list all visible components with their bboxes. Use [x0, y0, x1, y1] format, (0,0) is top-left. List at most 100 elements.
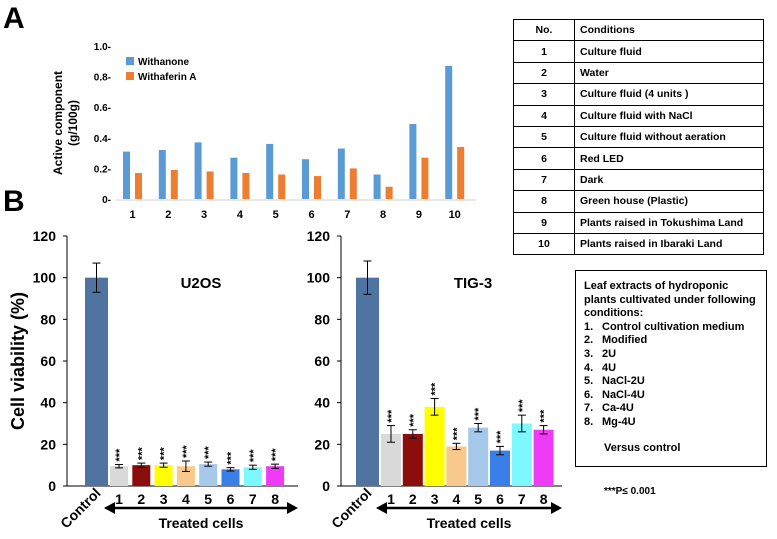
- legend-item-label: 2U: [602, 347, 617, 360]
- y-tick-label: 120: [33, 228, 57, 244]
- y-tick-label: 60: [314, 353, 330, 369]
- bar-withaferin-a-3: [206, 171, 214, 199]
- bar-treatment-3: [424, 406, 445, 486]
- y-axis-title-line: Active component: [51, 71, 65, 175]
- legend-item-number: 1.: [584, 320, 594, 333]
- condition-label: Dark: [574, 168, 764, 192]
- y-tick-label: 0.6-: [94, 103, 111, 114]
- legend-item-label: 4U: [602, 361, 617, 374]
- legend-item-number: 7.: [584, 402, 594, 415]
- x-tick-label: 6: [496, 491, 504, 507]
- condition-number: 4: [513, 104, 575, 127]
- conditions-table-row: 9 Plants raised in Tokushima Land: [513, 211, 764, 234]
- x-tick-label: 4: [237, 209, 244, 221]
- condition-label: Plants raised in Tokushima Land: [574, 211, 764, 234]
- legend-item-label: Ca-4U: [602, 402, 634, 415]
- legend-item-number: 3.: [584, 347, 594, 360]
- significance-marker: ***: [226, 451, 238, 465]
- y-tick-label: 1.0-: [94, 42, 111, 53]
- legend-item-label: NaCl-2U: [602, 375, 645, 388]
- condition-label: Water: [574, 61, 764, 85]
- bar-control: [85, 277, 108, 486]
- legend-swatch-withanone: [126, 57, 134, 65]
- bar-withanone-1: [123, 151, 130, 199]
- x-tick-label: 5: [474, 491, 482, 507]
- bar-withanone-2: [158, 150, 166, 199]
- conditions-table-row: 4 Culture fluid with NaCl: [513, 104, 764, 127]
- x-tick-label: 1: [387, 491, 395, 507]
- conditions-table-row: 5 Culture fluid without aeration: [513, 125, 764, 149]
- legend-item-number: 5.: [584, 375, 594, 388]
- x-tick-label: 7: [249, 491, 257, 507]
- y-tick-label: 40: [314, 395, 330, 411]
- x-tick-label: 2: [409, 491, 417, 507]
- conditions-header-conditions: Conditions: [574, 18, 764, 42]
- bar-withanone-5: [266, 143, 274, 199]
- conditions-header-no: No.: [513, 18, 575, 42]
- y-tick-label: 60: [40, 353, 56, 369]
- y-tick-label: 40: [40, 395, 56, 411]
- group-label: Treated cells: [427, 515, 512, 531]
- x-tick-label: 8: [380, 209, 386, 221]
- y-axis-title-line: (g/100g): [66, 100, 80, 146]
- legend-item-label: Control cultivation medium: [602, 320, 745, 333]
- y-tick-label: 100: [33, 270, 57, 286]
- significance-marker: ***: [386, 409, 398, 423]
- significance-marker: ***: [270, 448, 282, 462]
- conditions-table-header-row: No. Conditions: [513, 18, 764, 42]
- x-tick-label: 9: [416, 209, 422, 221]
- y-tick-label: 80: [40, 311, 56, 327]
- bar-control: [356, 277, 379, 486]
- bar-withaferin-a-10: [457, 146, 465, 199]
- x-tick-label: 3: [160, 491, 168, 507]
- condition-number: 1: [513, 40, 575, 63]
- y-tick-label: 120: [307, 228, 331, 244]
- condition-label: Culture fluid with NaCl: [574, 104, 764, 127]
- bar-treatment-5: [468, 427, 489, 486]
- panel-label-b: B: [3, 185, 25, 218]
- treatment-legend-box: Leaf extracts of hydroponic plants culti…: [575, 270, 767, 467]
- significance-marker: ***: [248, 449, 260, 463]
- legend-item-number: 4.: [584, 361, 594, 374]
- significance-marker: ***: [495, 430, 507, 444]
- legend-swatch-withaferin-a: [126, 72, 134, 80]
- chart-title: U2OS: [181, 275, 222, 292]
- conditions-table-row: 3 Culture fluid (4 units ): [513, 83, 764, 106]
- legend-item: 3. 2U: [584, 348, 758, 362]
- bar-treatment-3: [154, 465, 173, 486]
- bar-treatment-7: [511, 423, 532, 486]
- legend-item-label: NaCl-4U: [602, 388, 645, 401]
- significance-marker: ***: [159, 447, 171, 461]
- panel-label-a: A: [3, 2, 25, 35]
- significance-marker: ***: [136, 447, 148, 461]
- condition-label: Culture fluid (4 units ): [574, 83, 764, 106]
- x-tick-label: 1: [129, 209, 135, 221]
- bar-withaferin-a-4: [242, 172, 250, 199]
- conditions-table-row: 8 Green house (Plastic): [513, 190, 764, 213]
- legend-item-label: Modified: [602, 334, 648, 347]
- bar-treatment-8: [266, 466, 285, 486]
- legend-item: 2. Modified: [584, 334, 758, 348]
- condition-label: Culture fluid: [574, 40, 764, 63]
- x-tick-label: 7: [344, 209, 350, 221]
- legend-item: 5. NaCl-2U: [584, 375, 758, 389]
- x-tick-label: 8: [540, 491, 548, 507]
- y-tick-label: 0-: [102, 195, 111, 206]
- treated-cells-arrow-left-head: [104, 502, 115, 514]
- x-tick-label-control: Control: [57, 485, 104, 532]
- y-tick-label: 20: [314, 436, 330, 452]
- x-tick-label: 6: [308, 209, 314, 221]
- y-tick-label: 0.8-: [94, 73, 111, 84]
- significance-marker: ***: [539, 409, 551, 423]
- p-value-note: ***P≤ 0.001: [604, 486, 656, 497]
- significance-marker: ***: [408, 413, 420, 427]
- legend-item: 1. Control cultivation medium: [584, 321, 758, 335]
- legend-item: 7. Ca-4U: [584, 402, 758, 416]
- condition-number: 7: [513, 168, 575, 192]
- bar-withaferin-a-5: [278, 174, 286, 199]
- legend-item-number: 2.: [584, 334, 594, 347]
- conditions-table-row: 6 Red LED: [513, 147, 764, 170]
- bar-withanone-6: [302, 159, 309, 199]
- bar-withaferin-a-7: [349, 168, 357, 199]
- x-tick-label: 1: [115, 491, 123, 507]
